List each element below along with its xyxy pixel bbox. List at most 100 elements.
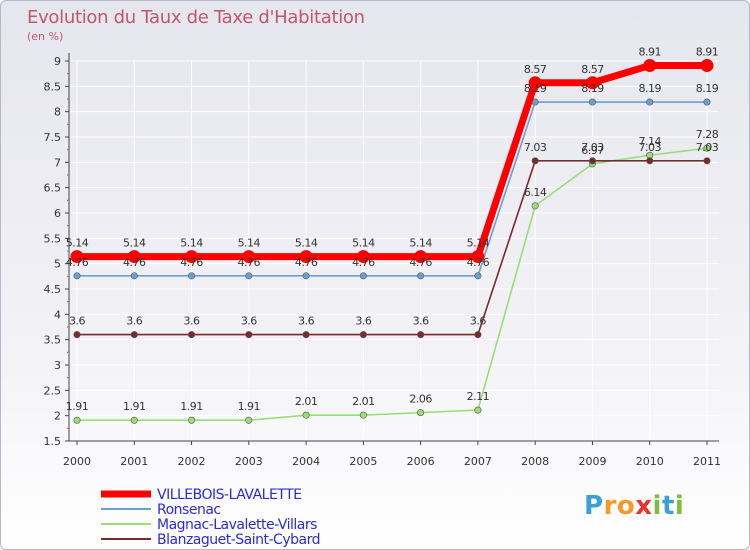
legend-label: VILLEBOIS-LAVALETTE <box>157 487 302 503</box>
data-point <box>73 272 81 280</box>
y-tick-label: 8 <box>54 106 61 119</box>
data-label: 4.76 <box>123 256 146 269</box>
data-label: 5.14 <box>467 237 490 250</box>
data-point <box>474 406 482 414</box>
y-tick-label: 2 <box>54 410 61 423</box>
data-point <box>359 331 367 339</box>
data-point <box>130 272 138 280</box>
data-point <box>471 250 485 264</box>
data-point <box>646 157 654 165</box>
data-label: 8.19 <box>581 82 604 95</box>
data-label: 6.97 <box>581 144 604 157</box>
data-label: 5.14 <box>66 237 89 250</box>
x-tick-label: 2011 <box>693 455 721 468</box>
y-tick-label: 7 <box>54 156 61 169</box>
data-point <box>245 272 253 280</box>
data-label: 3.6 <box>298 315 314 328</box>
data-label: 2.01 <box>295 395 318 408</box>
data-label: 4.76 <box>295 256 318 269</box>
y-tick-label: 4 <box>54 308 61 321</box>
data-point <box>188 416 196 424</box>
proxiti-logo: Proxiti <box>584 491 684 521</box>
data-label: 5.14 <box>123 237 146 250</box>
data-label: 1.91 <box>66 400 89 413</box>
data-point <box>359 272 367 280</box>
data-label: 1.91 <box>123 400 146 413</box>
data-point <box>414 250 428 264</box>
data-label: 3.6 <box>413 315 429 328</box>
data-point <box>130 331 138 339</box>
data-point <box>127 250 141 264</box>
data-label: 3.6 <box>355 315 371 328</box>
data-point <box>242 250 256 264</box>
data-point <box>531 157 539 165</box>
data-point <box>130 416 138 424</box>
data-label: 5.14 <box>295 237 318 250</box>
data-label: 6.14 <box>524 186 547 199</box>
y-tick-label: 3.5 <box>44 334 62 347</box>
data-label: 8.19 <box>524 82 547 95</box>
data-point <box>474 272 482 280</box>
data-point <box>417 272 425 280</box>
y-tick-label: 8.5 <box>44 80 62 93</box>
data-label: 8.91 <box>638 46 661 59</box>
x-tick-label: 2005 <box>349 455 377 468</box>
data-point <box>188 272 196 280</box>
data-label: 7.03 <box>581 141 604 154</box>
y-tick-label: 5.5 <box>44 232 62 245</box>
data-label: 5.14 <box>180 237 203 250</box>
data-label: 2.06 <box>409 393 432 406</box>
data-point <box>588 157 596 165</box>
chart-title: Evolution du Taux de Taxe d'Habitation <box>27 7 365 28</box>
data-label: 5.14 <box>352 237 375 250</box>
logo-letter: i <box>652 491 662 521</box>
data-label: 7.14 <box>638 135 661 148</box>
data-point <box>703 157 711 165</box>
data-label: 5.14 <box>238 237 261 250</box>
data-point <box>643 59 657 73</box>
data-label: 8.91 <box>696 46 719 59</box>
x-tick-label: 2008 <box>521 455 549 468</box>
data-label: 5.14 <box>409 237 432 250</box>
x-tick-label: 2003 <box>235 455 263 468</box>
x-tick-label: 2007 <box>464 455 492 468</box>
data-point <box>588 98 596 106</box>
legend-label: Ronsenac <box>157 502 221 518</box>
data-label: 3.6 <box>69 315 85 328</box>
legend-label: Magnac-Lavalette-Villars <box>157 517 317 533</box>
x-tick-label: 2000 <box>63 455 91 468</box>
y-tick-label: 4.5 <box>44 283 62 296</box>
logo-letter: o <box>616 491 636 521</box>
logo-letter: r <box>603 491 617 521</box>
data-point <box>417 409 425 417</box>
data-label: 8.57 <box>524 63 547 76</box>
data-label: 4.76 <box>352 256 375 269</box>
y-unit-label: (en %) <box>27 30 64 43</box>
y-tick-label: 7.5 <box>44 131 62 144</box>
data-point <box>356 250 370 264</box>
data-label: 2.11 <box>467 390 490 403</box>
data-label: 8.19 <box>638 82 661 95</box>
y-tick-label: 3 <box>54 359 61 372</box>
data-label: 4.76 <box>409 256 432 269</box>
x-tick-label: 2010 <box>636 455 664 468</box>
data-point <box>703 144 711 152</box>
data-point <box>646 98 654 106</box>
y-tick-label: 2.5 <box>44 384 62 397</box>
y-tick-label: 6 <box>54 207 61 220</box>
x-tick-label: 2002 <box>178 455 206 468</box>
data-label: 2.01 <box>352 395 375 408</box>
data-point <box>188 331 196 339</box>
data-label: 7.28 <box>696 128 719 141</box>
y-tick-label: 1.5 <box>44 435 62 448</box>
data-point <box>417 331 425 339</box>
data-point <box>302 331 310 339</box>
logo-letter: i <box>674 491 685 521</box>
data-point <box>245 331 253 339</box>
data-label: 1.91 <box>180 400 203 413</box>
x-tick-label: 2004 <box>292 455 320 468</box>
data-point <box>185 250 199 264</box>
data-point <box>245 416 253 424</box>
data-point <box>585 76 599 90</box>
